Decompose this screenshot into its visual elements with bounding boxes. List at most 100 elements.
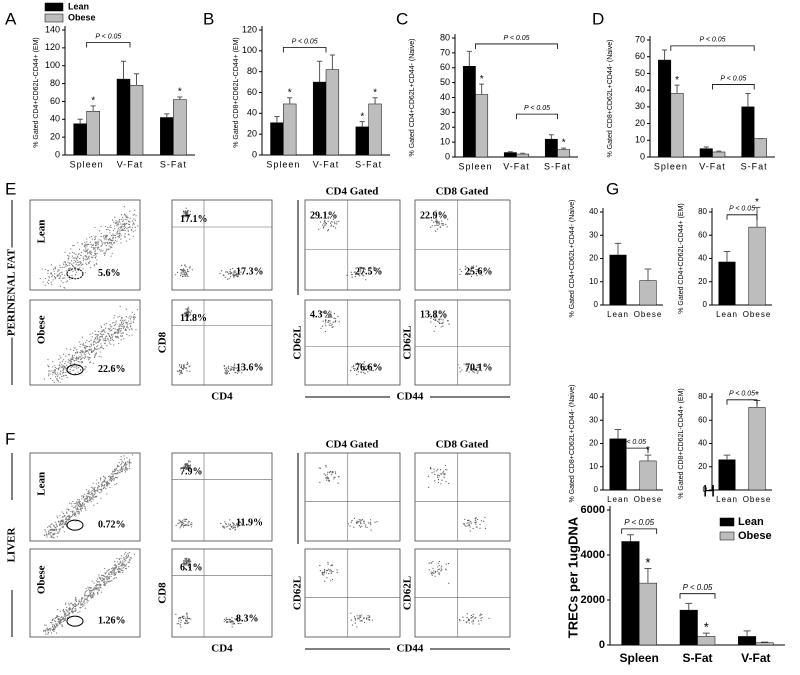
event-dot [228, 367, 230, 369]
event-dot [234, 274, 236, 276]
event-dot [327, 220, 329, 222]
event-dot [104, 579, 106, 581]
event-dot [182, 364, 184, 366]
panel-letter: H [703, 481, 715, 500]
event-dot [94, 347, 96, 349]
event-dot [186, 370, 188, 372]
event-dot [435, 217, 438, 219]
event-dot [189, 468, 191, 470]
event-dot [125, 316, 127, 318]
event-dot [186, 464, 189, 467]
event-dot [125, 563, 128, 565]
axis-label: CD4 [211, 643, 233, 655]
event-dot [94, 496, 96, 498]
event-dot [351, 274, 353, 276]
event-dot [478, 268, 480, 270]
event-dot [80, 600, 83, 602]
event-dot [466, 522, 468, 524]
event-dot [114, 314, 116, 317]
event-dot [361, 369, 364, 371]
bar [639, 280, 657, 306]
event-dot [438, 560, 441, 563]
event-dot [88, 243, 90, 245]
event-dot [56, 274, 58, 276]
event-dot [65, 524, 67, 526]
event-dot [85, 246, 87, 248]
event-dot [105, 335, 108, 337]
event-dot [466, 273, 468, 276]
event-dot [102, 348, 105, 350]
event-dot [87, 492, 89, 495]
gate-title: CD4 Gated [326, 439, 379, 451]
event-dot [95, 489, 97, 492]
event-dot [89, 498, 91, 500]
event-dot [79, 361, 81, 363]
event-dot [88, 252, 91, 254]
event-dot [337, 315, 339, 317]
event-dot [186, 615, 188, 617]
event-dot [435, 230, 437, 232]
event-dot [61, 372, 64, 374]
event-dot [63, 261, 65, 263]
event-dot [121, 225, 123, 227]
event-dot [468, 519, 470, 522]
event-dot [438, 221, 440, 223]
event-dot [48, 532, 50, 535]
event-dot [87, 350, 89, 352]
event-dot [62, 526, 64, 529]
event-dot [110, 473, 113, 475]
event-dot [442, 311, 444, 313]
event-dot [94, 353, 96, 355]
legend-swatch [719, 517, 735, 527]
event-dot [69, 502, 71, 504]
event-dot [71, 274, 73, 277]
event-dot [357, 362, 359, 364]
event-dot [323, 571, 326, 573]
event-dot [184, 314, 186, 316]
event-dot [182, 368, 185, 370]
significance-bracket [86, 42, 131, 48]
y-tick-label: 20 [698, 277, 707, 286]
event-dot [439, 469, 442, 471]
event-dot [82, 263, 84, 265]
event-dot [371, 619, 373, 621]
event-dot [437, 568, 439, 571]
event-dot [73, 507, 75, 509]
cd8-percent: 7.9% [180, 467, 203, 478]
event-dot [66, 512, 68, 514]
event-dot [62, 525, 64, 528]
event-dot [80, 251, 83, 253]
event-dot [61, 520, 63, 523]
event-dot [433, 330, 435, 332]
event-dot [51, 523, 53, 525]
event-dot [113, 221, 115, 223]
event-dot [185, 620, 187, 622]
event-dot [122, 571, 124, 574]
event-dot [475, 517, 477, 519]
event-dot [80, 358, 82, 360]
event-dot [184, 560, 186, 562]
event-dot [134, 213, 136, 215]
event-dot [113, 478, 116, 480]
y-tick-label: 60 [698, 415, 707, 424]
quadrant-percent: 4.3% [310, 310, 333, 321]
event-dot [229, 369, 231, 371]
error-bar [716, 150, 722, 152]
event-dot [185, 557, 187, 559]
event-dot [183, 216, 185, 218]
event-dot [445, 468, 447, 471]
event-dot [470, 617, 472, 619]
event-dot [88, 591, 90, 593]
event-dot [177, 523, 179, 525]
event-dot [87, 491, 90, 493]
event-dot [71, 263, 73, 265]
event-dot [113, 574, 115, 576]
event-dot [120, 214, 123, 216]
event-dot [238, 619, 241, 621]
event-dot [443, 476, 445, 478]
event-dot [60, 280, 62, 282]
event-dot [472, 367, 475, 369]
event-dot [77, 357, 79, 359]
event-dot [89, 241, 92, 243]
significance-label: P < 0.05 [720, 75, 746, 82]
